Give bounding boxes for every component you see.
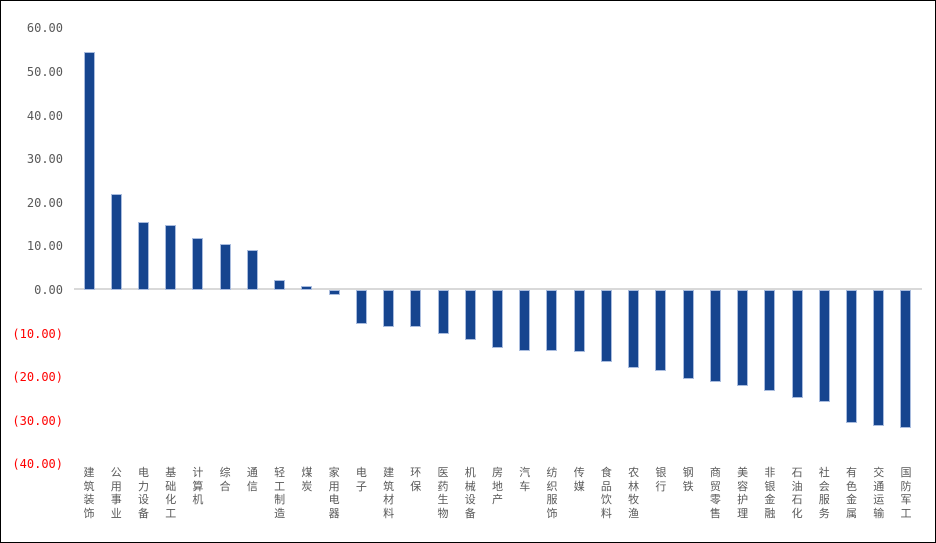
bar	[628, 290, 640, 368]
bar	[764, 290, 776, 391]
bar	[873, 290, 885, 427]
bar	[246, 250, 258, 290]
bar	[355, 290, 367, 324]
y-tick-label: 30.00	[26, 152, 63, 167]
x-category-label: 社 会 服 务	[818, 467, 830, 520]
bar	[600, 290, 612, 363]
bar	[791, 290, 803, 399]
bar	[682, 290, 694, 379]
bar	[519, 290, 531, 351]
x-category-label: 机 械 设 备	[464, 467, 476, 520]
y-tick-label: 10.00	[26, 239, 63, 254]
x-category-label: 电 子	[355, 467, 367, 493]
y-tick-label: 60.00	[26, 21, 63, 36]
x-category-label: 建 筑 装 饰	[83, 467, 95, 520]
bar	[192, 237, 204, 290]
bar	[437, 290, 449, 335]
x-category-label: 传 媒	[573, 467, 585, 493]
bar	[137, 222, 149, 290]
bar	[737, 290, 749, 386]
x-category-label: 计 算 机	[192, 467, 204, 506]
x-category-label: 医 药 生 物	[437, 467, 449, 520]
x-category-label: 钢 铁	[682, 467, 694, 493]
y-tick-label: 20.00	[26, 195, 63, 210]
bar	[274, 279, 286, 290]
x-category-label: 基 础 化 工	[165, 467, 177, 520]
y-tick-label: 0.00	[34, 283, 63, 297]
x-category-label: 家 用 电 器	[328, 467, 340, 520]
x-category-label: 农 林 牧 渔	[628, 467, 640, 520]
x-category-label: 综 合	[219, 467, 231, 493]
y-tick-label: 50.00	[26, 65, 63, 79]
bar	[464, 290, 476, 340]
x-category-label: 石 油 石 化	[791, 467, 803, 520]
bar	[655, 290, 667, 371]
bar	[301, 285, 313, 290]
zero-axis-line	[74, 288, 922, 290]
x-category-label: 通 信	[246, 467, 258, 493]
bar	[818, 290, 830, 402]
x-category-label: 银 行	[655, 467, 667, 493]
bar	[491, 290, 503, 348]
bar	[383, 290, 395, 327]
bar	[846, 290, 858, 424]
x-category-label: 非 银 金 融	[764, 467, 776, 520]
bar	[219, 243, 231, 290]
x-category-label: 电 力 设 备	[137, 467, 149, 520]
x-category-label: 煤 炭	[301, 467, 313, 493]
y-tick-label: (10.00)	[12, 326, 63, 341]
x-category-label: 食 品 饮 料	[600, 467, 612, 520]
x-category-label: 有 色 金 属	[846, 467, 858, 520]
x-category-label: 纺 织 服 饰	[546, 467, 558, 520]
bar	[546, 290, 558, 352]
y-tick-label: (20.00)	[12, 370, 63, 385]
x-category-label: 汽 车	[519, 467, 531, 493]
x-category-label: 商 贸 零 售	[709, 467, 721, 520]
bar	[83, 52, 95, 290]
x-category-label: 建 筑 材 料	[383, 467, 395, 520]
y-tick-label: 40.00	[26, 108, 63, 123]
x-category-label: 环 保	[410, 467, 422, 493]
bar	[165, 225, 177, 290]
bar	[328, 290, 340, 295]
bar	[900, 290, 912, 428]
x-category-label: 轻 工 制 造	[274, 467, 286, 520]
bar	[410, 290, 422, 328]
x-category-label: 国 防 军 工	[900, 467, 912, 520]
bar	[110, 193, 122, 290]
x-category-label: 美 容 护 理	[737, 467, 749, 520]
x-category-label: 房 地 产	[491, 467, 503, 506]
x-category-label: 交 通 运 输	[873, 467, 885, 520]
y-tick-label: (40.00)	[12, 457, 63, 472]
bar	[573, 290, 585, 353]
x-category-label: 公 用 事 业	[110, 467, 122, 520]
bar	[709, 290, 721, 382]
y-tick-label: (30.00)	[12, 413, 63, 428]
